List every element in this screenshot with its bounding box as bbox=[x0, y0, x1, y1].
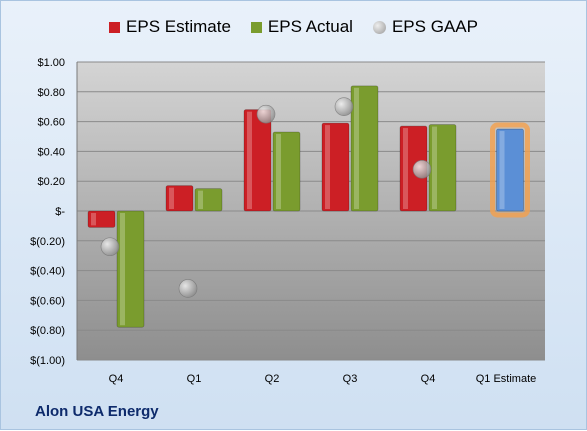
y-tick-label: $0.60 bbox=[37, 117, 65, 129]
point-eps-gaap bbox=[334, 97, 354, 116]
company-name: Alon USA Energy bbox=[35, 403, 159, 420]
bar-q1-estimate-shine bbox=[499, 131, 505, 209]
bar-eps-estimate-shine bbox=[325, 125, 330, 209]
y-tick-label: $(0.20) bbox=[30, 236, 65, 248]
bar-eps-actual bbox=[272, 131, 301, 212]
y-tick-label: $(0.60) bbox=[30, 295, 65, 307]
x-tick-label: Q2 bbox=[265, 373, 280, 385]
y-tick-label: $(0.80) bbox=[30, 325, 65, 337]
x-tick-label: Q4 bbox=[421, 373, 436, 385]
estimate-highlight bbox=[490, 122, 530, 218]
bar-eps-estimate bbox=[87, 210, 116, 228]
point-eps-gaap bbox=[256, 104, 276, 124]
point-eps-gaap bbox=[178, 279, 198, 298]
bar-eps-estimate-shine bbox=[169, 187, 174, 209]
legend-swatch-estimate bbox=[109, 21, 121, 33]
bar-eps-actual bbox=[116, 210, 145, 328]
legend-item-eps-gaap: EPS GAAP bbox=[372, 17, 478, 37]
y-tick-label: $0.20 bbox=[37, 176, 65, 188]
legend-label-gaap: EPS GAAP bbox=[391, 17, 478, 36]
bar-eps-actual-shine bbox=[198, 190, 203, 209]
x-tick-label: Q1 Estimate bbox=[476, 373, 537, 385]
x-tick-label: Q3 bbox=[343, 373, 358, 385]
bar-eps-estimate-shine bbox=[403, 128, 408, 209]
y-tick-label: $0.80 bbox=[37, 87, 65, 99]
y-tick-label: $0.40 bbox=[37, 146, 65, 158]
bar-eps-actual bbox=[194, 188, 223, 212]
bar-eps-actual-shine bbox=[354, 87, 359, 209]
legend-swatch-actual bbox=[250, 21, 262, 33]
y-tick-label: $(0.40) bbox=[30, 266, 65, 278]
bar-eps-estimate-shine bbox=[247, 111, 252, 209]
x-tick-label: Q4 bbox=[109, 373, 124, 385]
bar-eps-estimate-shine bbox=[91, 213, 96, 226]
bar-eps-estimate bbox=[165, 185, 194, 212]
legend-label-actual: EPS Actual bbox=[267, 17, 353, 36]
bar-eps-actual bbox=[350, 85, 379, 212]
legend-swatch-gaap bbox=[372, 20, 386, 34]
bar-eps-estimate bbox=[243, 109, 272, 212]
bar-eps-estimate bbox=[321, 122, 350, 212]
y-tick-label: $1.00 bbox=[37, 57, 65, 69]
point-eps-gaap bbox=[100, 237, 120, 257]
bar-eps-actual-shine bbox=[276, 134, 281, 209]
bar-q1-estimate bbox=[496, 128, 524, 212]
chart-legend: EPS Estimate EPS Actual EPS GAAP bbox=[1, 17, 586, 37]
bar-eps-actual-shine bbox=[120, 213, 125, 326]
x-tick-label: Q1 bbox=[187, 373, 202, 385]
legend-label-estimate: EPS Estimate bbox=[126, 17, 231, 36]
legend-item-eps-estimate: EPS Estimate bbox=[109, 17, 231, 37]
bar-eps-actual-shine bbox=[432, 126, 437, 209]
y-tick-label: $(1.00) bbox=[30, 355, 65, 367]
y-tick-label: $- bbox=[55, 206, 65, 218]
point-eps-gaap bbox=[412, 159, 432, 179]
legend-item-eps-actual: EPS Actual bbox=[250, 17, 353, 37]
